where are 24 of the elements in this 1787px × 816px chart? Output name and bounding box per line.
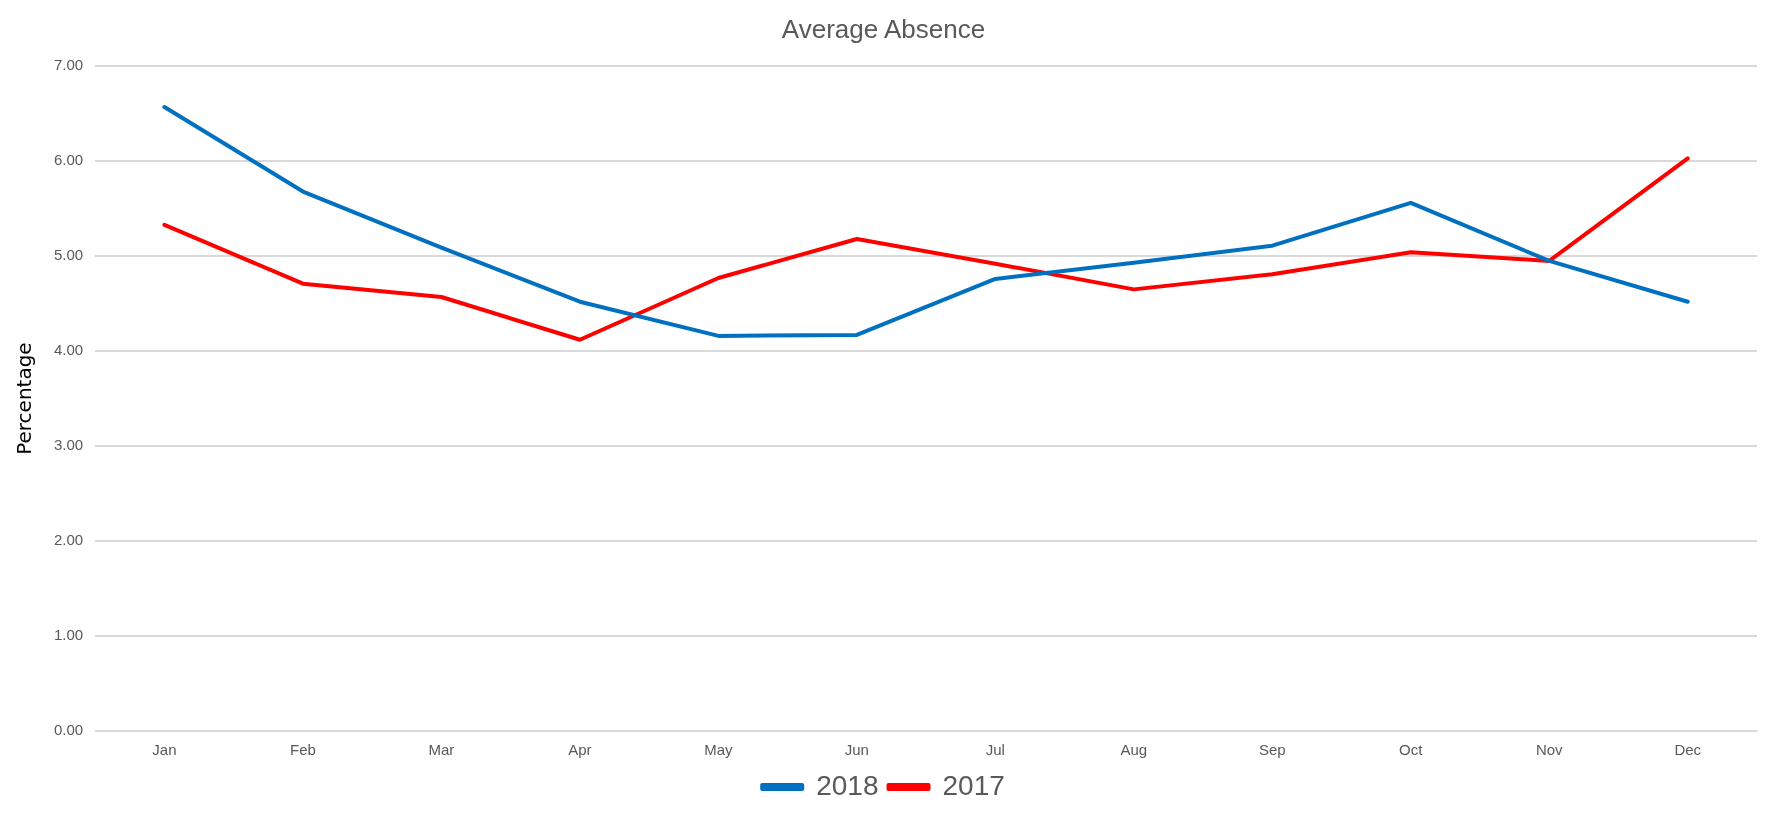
x-tick-label: Oct [1399, 741, 1424, 759]
x-tick-label: May [704, 741, 734, 759]
y-tick-label: 7.00 [53, 56, 84, 74]
x-tick-label: Jul [985, 741, 1005, 759]
y-tick-label: 3.00 [53, 436, 84, 454]
x-tick-label: Jan [152, 741, 177, 759]
x-tick-label: Jun [844, 741, 869, 759]
y-tick-label: 1.00 [53, 626, 84, 644]
x-tick-label: Apr [568, 741, 592, 759]
y-tick-label: 4.00 [53, 341, 84, 359]
x-tick-label: Mar [428, 741, 455, 759]
x-tick-label: Aug [1120, 741, 1148, 759]
y-tick-label: 6.00 [53, 151, 84, 169]
x-tick-label: Sep [1258, 741, 1286, 759]
x-tick-label: Feb [289, 741, 316, 759]
y-tick-label: 0.00 [53, 721, 84, 739]
legend-label: 2017 [942, 769, 1005, 801]
chart-title: Average Absence [781, 13, 986, 44]
y-axis-title: Percentage [12, 342, 37, 455]
y-tick-label: 2.00 [53, 531, 84, 549]
y-tick-label: 5.00 [53, 246, 84, 264]
x-tick-label: Dec [1674, 741, 1702, 759]
legend-label: 2018 [816, 769, 879, 801]
x-tick-label: Nov [1535, 741, 1564, 759]
